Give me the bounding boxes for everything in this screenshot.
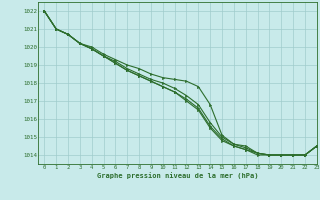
X-axis label: Graphe pression niveau de la mer (hPa): Graphe pression niveau de la mer (hPa) xyxy=(97,172,258,179)
